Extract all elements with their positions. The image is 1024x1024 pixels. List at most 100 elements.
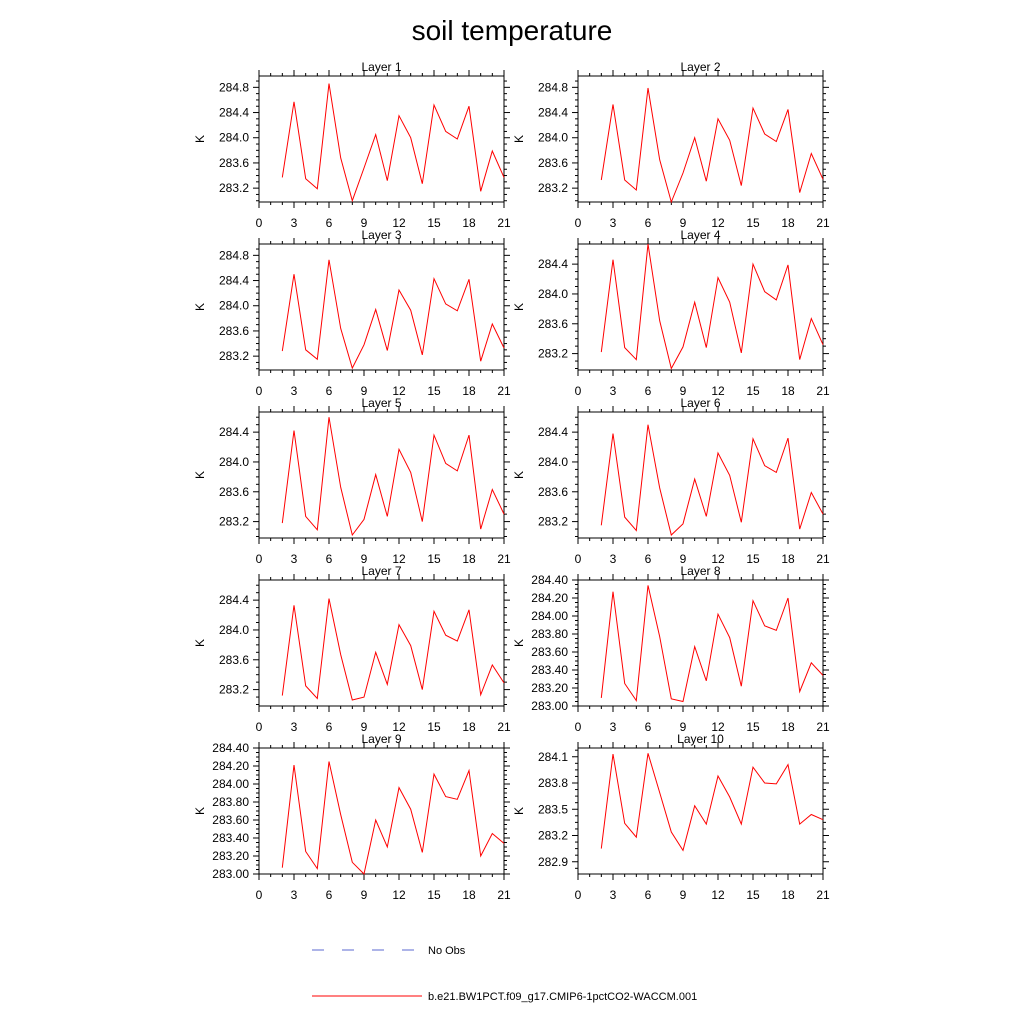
x-tick-label: 12 <box>392 552 406 566</box>
series-line-layer-4 <box>600 243 824 370</box>
x-tick-label: 9 <box>361 720 368 734</box>
x-tick-label: 15 <box>427 552 441 566</box>
legend-label-no-obs: No Obs <box>428 945 466 957</box>
y-tick-label: 283.60 <box>212 813 249 827</box>
y-tick-label: 284.0 <box>538 455 568 469</box>
panel-frame <box>258 579 505 707</box>
x-tick-label: 18 <box>781 552 795 566</box>
x-tick-label: 3 <box>291 384 298 398</box>
x-tick-label: 15 <box>746 888 760 902</box>
panel-frame <box>258 411 505 539</box>
x-tick-label: 0 <box>256 216 263 230</box>
x-tick-label: 6 <box>326 720 333 734</box>
panel-layer-7: Layer 7 K 0 3 6 9 12 15 18 21 283.2 283.6 284.0 284.4 <box>193 564 511 734</box>
y-tick-label: 283.2 <box>538 347 568 361</box>
x-tick-label: 0 <box>575 216 582 230</box>
panel-layer-1: Layer 1 K 0 3 6 9 12 15 18 21 283.2 283.6 284.0 284.4… <box>193 60 511 230</box>
x-tick-label: 3 <box>291 552 298 566</box>
x-tick-label: 21 <box>497 888 511 902</box>
x-tick-label: 6 <box>645 216 652 230</box>
y-tick-label: 283.40 <box>531 663 568 677</box>
x-tick-label: 9 <box>361 888 368 902</box>
y-tick-label: 284.0 <box>219 455 249 469</box>
x-tick-label: 3 <box>291 216 298 230</box>
y-tick-label: 283.5 <box>538 802 568 816</box>
y-tick-label: 284.20 <box>531 591 568 605</box>
panel-title: Layer 5 <box>361 396 401 410</box>
panel-title: Layer 9 <box>361 732 401 746</box>
x-tick-label: 6 <box>645 888 652 902</box>
panel-frame <box>577 579 824 707</box>
panel-frame <box>577 411 824 539</box>
x-tick-label: 15 <box>746 720 760 734</box>
x-tick-label: 3 <box>610 888 617 902</box>
y-tick-label: 283.6 <box>219 156 249 170</box>
x-tick-label: 0 <box>575 384 582 398</box>
x-tick-label: 18 <box>462 552 476 566</box>
x-tick-label: 3 <box>610 216 617 230</box>
y-tick-label: 283.6 <box>538 156 568 170</box>
y-tick-label: 283.2 <box>219 683 249 697</box>
y-axis-label: K <box>193 135 207 143</box>
y-tick-label: 284.40 <box>531 573 568 587</box>
x-tick-label: 0 <box>256 720 263 734</box>
y-tick-label: 282.9 <box>538 855 568 869</box>
panels-group: Layer 1 K 0 3 6 9 12 15 18 21 283.2 283.6 284.0 284.4… <box>193 60 830 902</box>
x-tick-label: 3 <box>610 552 617 566</box>
panel-layer-2: Layer 2 K 0 3 6 9 12 15 18 21 283.2 283.6 284.0 284.4… <box>512 60 830 230</box>
x-tick-label: 12 <box>711 384 725 398</box>
x-tick-label: 0 <box>575 888 582 902</box>
x-tick-label: 15 <box>746 552 760 566</box>
y-tick-label: 284.0 <box>538 131 568 145</box>
x-tick-label: 9 <box>680 216 687 230</box>
x-tick-label: 15 <box>427 888 441 902</box>
panel-layer-4: Layer 4 K 0 3 6 9 12 15 18 21 283.2 283.6 284.0 284.4 <box>512 228 830 398</box>
x-tick-label: 21 <box>497 552 511 566</box>
x-tick-label: 21 <box>816 888 830 902</box>
x-tick-label: 15 <box>427 720 441 734</box>
legend: No Obs b.e21.BW1PCT.f09_g17.CMIP6-1pctCO… <box>312 945 697 1003</box>
y-tick-label: 284.1 <box>538 750 568 764</box>
y-axis-label: K <box>193 303 207 311</box>
y-tick-label: 283.6 <box>219 653 249 667</box>
y-tick-label: 284.4 <box>219 106 249 120</box>
y-tick-label: 284.4 <box>538 106 568 120</box>
series-line-layer-3 <box>281 259 505 370</box>
y-tick-label: 284.8 <box>219 248 249 262</box>
y-tick-label: 284.4 <box>538 257 568 271</box>
y-tick-label: 284.8 <box>538 80 568 94</box>
x-tick-label: 18 <box>462 384 476 398</box>
x-tick-label: 9 <box>361 384 368 398</box>
y-tick-label: 283.00 <box>212 867 249 881</box>
panel-frame <box>577 243 824 371</box>
x-tick-label: 18 <box>781 384 795 398</box>
x-tick-label: 12 <box>392 216 406 230</box>
y-tick-label: 284.4 <box>219 425 249 439</box>
series-line-layer-7 <box>281 598 505 701</box>
x-tick-label: 3 <box>610 384 617 398</box>
x-tick-label: 6 <box>326 552 333 566</box>
y-tick-label: 283.2 <box>219 349 249 363</box>
panel-title: Layer 8 <box>680 564 720 578</box>
x-tick-label: 21 <box>497 384 511 398</box>
x-tick-label: 6 <box>645 720 652 734</box>
y-tick-label: 283.20 <box>212 849 249 863</box>
panel-frame <box>258 75 505 203</box>
y-axis-label: K <box>512 303 526 311</box>
x-tick-label: 12 <box>711 552 725 566</box>
x-tick-label: 12 <box>392 888 406 902</box>
y-tick-label: 284.4 <box>219 593 249 607</box>
x-tick-label: 21 <box>816 552 830 566</box>
y-axis-label: K <box>512 807 526 815</box>
x-tick-label: 18 <box>462 888 476 902</box>
y-tick-label: 283.2 <box>538 515 568 529</box>
y-tick-label: 283.2 <box>219 515 249 529</box>
series-line-layer-6 <box>600 424 824 536</box>
x-tick-label: 0 <box>256 888 263 902</box>
panel-title: Layer 7 <box>361 564 401 578</box>
y-axis-label: K <box>512 135 526 143</box>
panel-frame <box>577 75 824 203</box>
y-tick-label: 283.00 <box>531 699 568 713</box>
x-tick-label: 15 <box>746 216 760 230</box>
